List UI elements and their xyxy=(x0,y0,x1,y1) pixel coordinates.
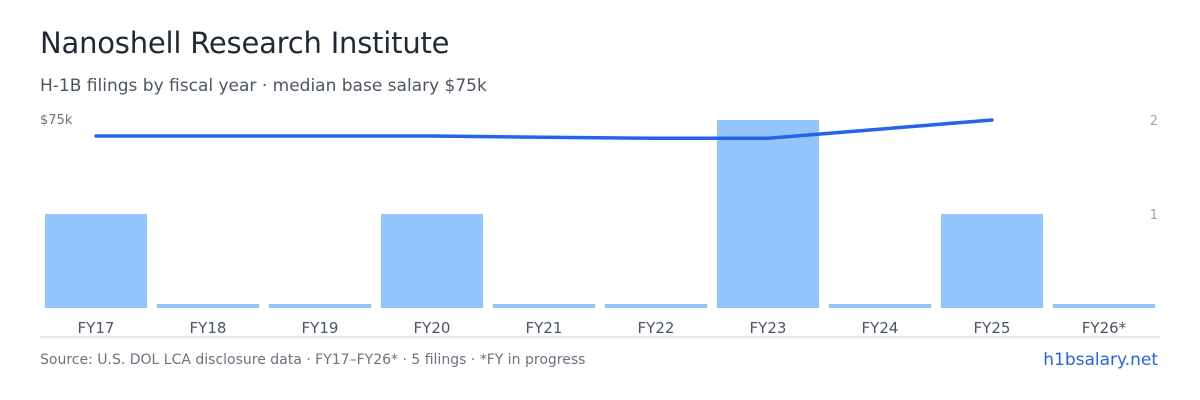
x-tick-label: FY25 xyxy=(974,319,1011,337)
left-tick-label: $75k xyxy=(40,113,73,128)
chart-subtitle: H-1B filings by fiscal year · median bas… xyxy=(40,76,487,96)
x-tick-label: FY17 xyxy=(78,319,115,337)
x-tick-label: FY19 xyxy=(302,319,339,337)
bar-fy19 xyxy=(269,304,371,308)
bar-fy26-partial xyxy=(1053,304,1155,308)
left-axis-ticks: $75k xyxy=(40,113,73,128)
right-tick-label: 1 xyxy=(1150,208,1158,223)
x-tick-label: FY22 xyxy=(638,319,675,337)
bar-fy17 xyxy=(45,214,147,308)
bar-fy18 xyxy=(157,304,259,308)
brand-link[interactable]: h1bsalary.net xyxy=(1043,350,1158,370)
chart-title: Nanoshell Research Institute xyxy=(40,26,450,60)
bar-fy20 xyxy=(381,214,483,308)
bar-fy21 xyxy=(493,304,595,308)
x-tick-label: FY26* xyxy=(1082,319,1127,337)
source-note: Source: U.S. DOL LCA disclosure data · F… xyxy=(40,352,586,368)
bar-fy23 xyxy=(717,120,819,308)
salary-line xyxy=(94,118,994,141)
bar-fy24 xyxy=(829,304,931,308)
x-tick-label: FY23 xyxy=(750,319,787,337)
bar-fy22 xyxy=(605,304,707,308)
bar-group xyxy=(45,120,1155,308)
x-tick-label: FY18 xyxy=(190,319,227,337)
x-tick-label: FY20 xyxy=(414,319,451,337)
x-tick-label: FY21 xyxy=(526,319,563,337)
x-tick-labels: FY17 FY18 FY19 FY20 FY21 FY22 FY23 FY24 FY25 FY26… xyxy=(78,319,1127,337)
right-tick-label: 2 xyxy=(1150,114,1158,129)
bar-fy25 xyxy=(941,214,1043,308)
right-axis-ticks: 12 xyxy=(1150,114,1158,223)
x-tick-label: FY24 xyxy=(862,319,899,337)
